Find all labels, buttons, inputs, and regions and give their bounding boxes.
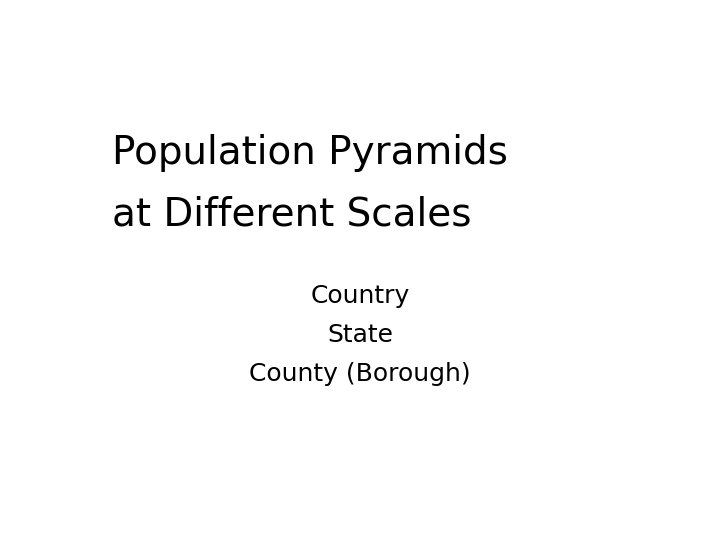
Text: Population Pyramids
at Different Scales: Population Pyramids at Different Scales xyxy=(112,133,508,234)
Text: Country
State
County (Borough): Country State County (Borough) xyxy=(249,284,471,386)
